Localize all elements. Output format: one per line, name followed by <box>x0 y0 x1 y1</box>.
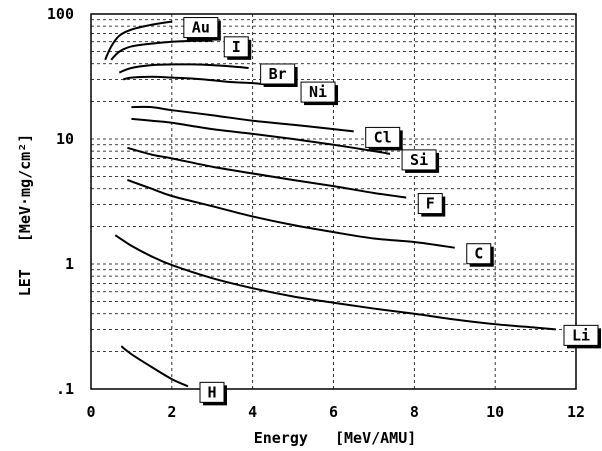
grid <box>91 14 576 389</box>
x-tick-label: 12 <box>567 403 585 421</box>
label-box <box>223 36 249 58</box>
label-text: H <box>207 383 216 401</box>
x-tick-label: 4 <box>248 403 257 421</box>
y-tick-label: 100 <box>47 5 74 23</box>
label-box <box>365 126 401 148</box>
label-box <box>563 324 599 346</box>
label-text: Br <box>269 65 287 83</box>
series-line-f <box>127 146 407 199</box>
series-line-h <box>120 345 189 388</box>
x-tick-label: 2 <box>167 403 176 421</box>
series-label-ni: Ni <box>300 81 339 106</box>
x-tick-label: 0 <box>86 403 95 421</box>
x-tick-label: 8 <box>410 403 419 421</box>
x-tick-label: 10 <box>486 403 504 421</box>
y-tick-label: 1 <box>65 255 74 273</box>
plot-frame <box>90 13 577 390</box>
label-box <box>466 243 492 265</box>
series-label-li: Li <box>563 324 601 349</box>
x-axis-title: Energy [MeV/AMU] <box>254 429 417 447</box>
series-label-au: Au <box>183 17 221 41</box>
series-label-si: Si <box>401 149 440 173</box>
label-box <box>401 149 437 171</box>
series-line-cl <box>131 105 354 133</box>
label-text: Au <box>192 19 210 37</box>
series-label-cl: Cl <box>365 126 403 151</box>
label-box <box>260 63 296 85</box>
axis-ticks: 0 2 4 6 8 10 12 .1 1 10 100 <box>47 5 585 421</box>
label-text: F <box>426 195 435 213</box>
label-text: Li <box>572 326 590 344</box>
label-box <box>199 381 225 403</box>
label-text: Si <box>410 151 428 169</box>
series-label-f: F <box>417 193 446 217</box>
series-label-h: H <box>199 381 227 406</box>
series-label-br: Br <box>260 63 298 87</box>
label-box <box>183 17 219 39</box>
label-text: C <box>474 245 483 263</box>
label-text: I <box>232 38 241 56</box>
series-line-au <box>104 20 172 61</box>
series-line-br <box>118 63 249 74</box>
label-text: Ni <box>309 83 327 101</box>
y-tick-label: .1 <box>56 380 74 398</box>
label-box <box>417 193 443 215</box>
y-axis-title: LET [MeV·mg/cm²] <box>16 134 34 297</box>
series-line-i <box>110 39 213 61</box>
series-labels: Au I Br Ni Cl Si F C Li H <box>183 17 601 406</box>
x-tick-label: 6 <box>329 403 338 421</box>
series-label-i: I <box>223 36 252 60</box>
series-label-c: C <box>466 243 494 267</box>
label-box <box>300 81 336 103</box>
series-line-si <box>131 117 391 155</box>
y-tick-label: 10 <box>56 130 74 148</box>
series-lines <box>104 20 556 388</box>
series-line-li <box>114 234 556 331</box>
series-line-c <box>127 179 455 249</box>
label-text: Cl <box>374 128 392 146</box>
